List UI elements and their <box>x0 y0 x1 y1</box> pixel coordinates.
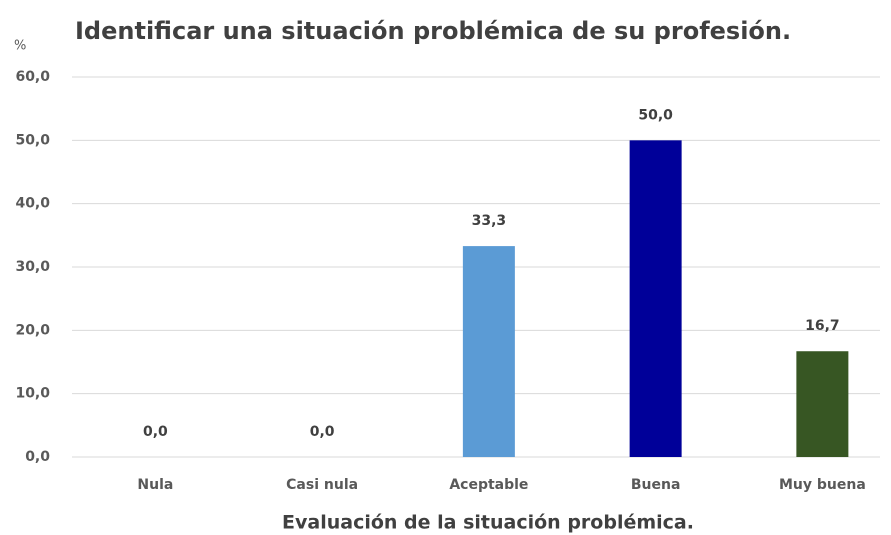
x-tick-label: Buena <box>631 477 681 493</box>
x-tick-label: Nula <box>137 477 173 493</box>
y-tick-label: 10,0 <box>15 386 50 402</box>
data-label: 0,0 <box>143 424 168 440</box>
y-tick-label: 20,0 <box>15 322 50 338</box>
y-axis-label: % <box>14 39 26 54</box>
y-tick-label: 40,0 <box>15 196 50 212</box>
bar <box>629 140 682 458</box>
data-label: 50,0 <box>638 107 673 123</box>
chart-title: Identificar una situación problémica de … <box>75 17 791 45</box>
bar <box>796 351 849 457</box>
y-tick-label: 50,0 <box>15 132 50 148</box>
data-label: 0,0 <box>310 424 335 440</box>
x-axis-label: Evaluación de la situación problémica. <box>282 512 694 534</box>
data-label: 16,7 <box>805 318 840 334</box>
y-tick-label: 60,0 <box>15 69 50 85</box>
x-tick-label: Aceptable <box>449 477 528 493</box>
y-tick-label: 30,0 <box>15 259 50 275</box>
bar <box>462 246 515 457</box>
x-tick-label: Muy buena <box>779 477 866 493</box>
data-label: 33,3 <box>472 213 507 229</box>
x-tick-label: Casi nula <box>286 477 358 493</box>
y-tick-label: 0,0 <box>25 449 50 465</box>
